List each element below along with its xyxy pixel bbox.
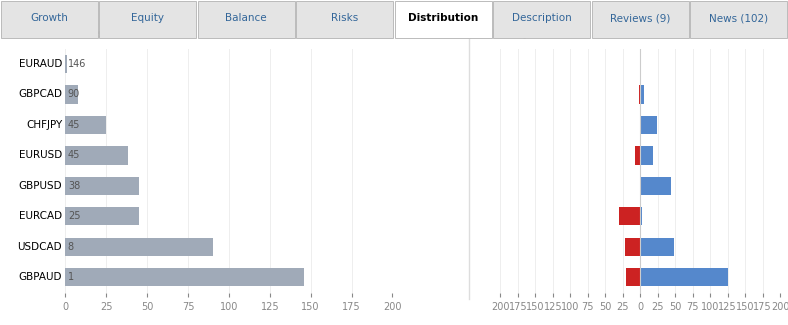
Text: 146: 146 [68,59,86,69]
Text: Deals: Deals [69,29,103,39]
Bar [626,268,640,286]
Bar [65,116,106,134]
Text: 90: 90 [68,89,80,99]
Text: 25: 25 [68,211,80,221]
Bar [634,146,640,164]
Bar [640,238,674,256]
Bar [640,146,652,164]
Bar [65,55,67,73]
Text: EURCAD: EURCAD [19,211,62,221]
Bar [640,268,728,286]
Text: GBPCAD: GBPCAD [18,89,62,99]
Bar [619,207,640,226]
Text: EURUSD: EURUSD [19,150,62,161]
Text: EURAUD: EURAUD [19,59,62,69]
Text: Reviews (9): Reviews (9) [610,13,671,23]
Text: Risks: Risks [331,13,359,23]
Text: Equity: Equity [132,13,164,23]
Bar [65,238,213,256]
Text: News (102): News (102) [709,13,768,23]
Text: Description: Description [512,13,571,23]
Bar [625,238,640,256]
Text: Growth: Growth [30,13,69,23]
Text: GBPUSD: GBPUSD [18,181,62,191]
Bar [639,85,640,104]
Text: Distribution: Distribution [408,13,478,23]
Text: Balance: Balance [225,13,267,23]
Bar [65,177,139,195]
Text: CHFJPY: CHFJPY [26,120,62,130]
Bar [65,207,139,226]
Text: USDCAD: USDCAD [17,242,62,252]
Bar [640,116,657,134]
Text: 45: 45 [68,120,80,130]
Bar [65,85,79,104]
Text: 8: 8 [68,242,74,252]
Text: Buy: Buy [506,29,530,39]
Text: 38: 38 [68,181,80,191]
Bar [65,146,128,164]
Text: GBPAUD: GBPAUD [19,272,62,282]
Bar [65,268,304,286]
Text: 1: 1 [68,272,74,282]
Bar [640,85,645,104]
Bar [640,177,671,195]
Bar [640,207,642,226]
Text: Symbol: Symbol [0,29,20,39]
Text: 45: 45 [68,150,80,161]
Text: Sell: Sell [478,29,500,39]
